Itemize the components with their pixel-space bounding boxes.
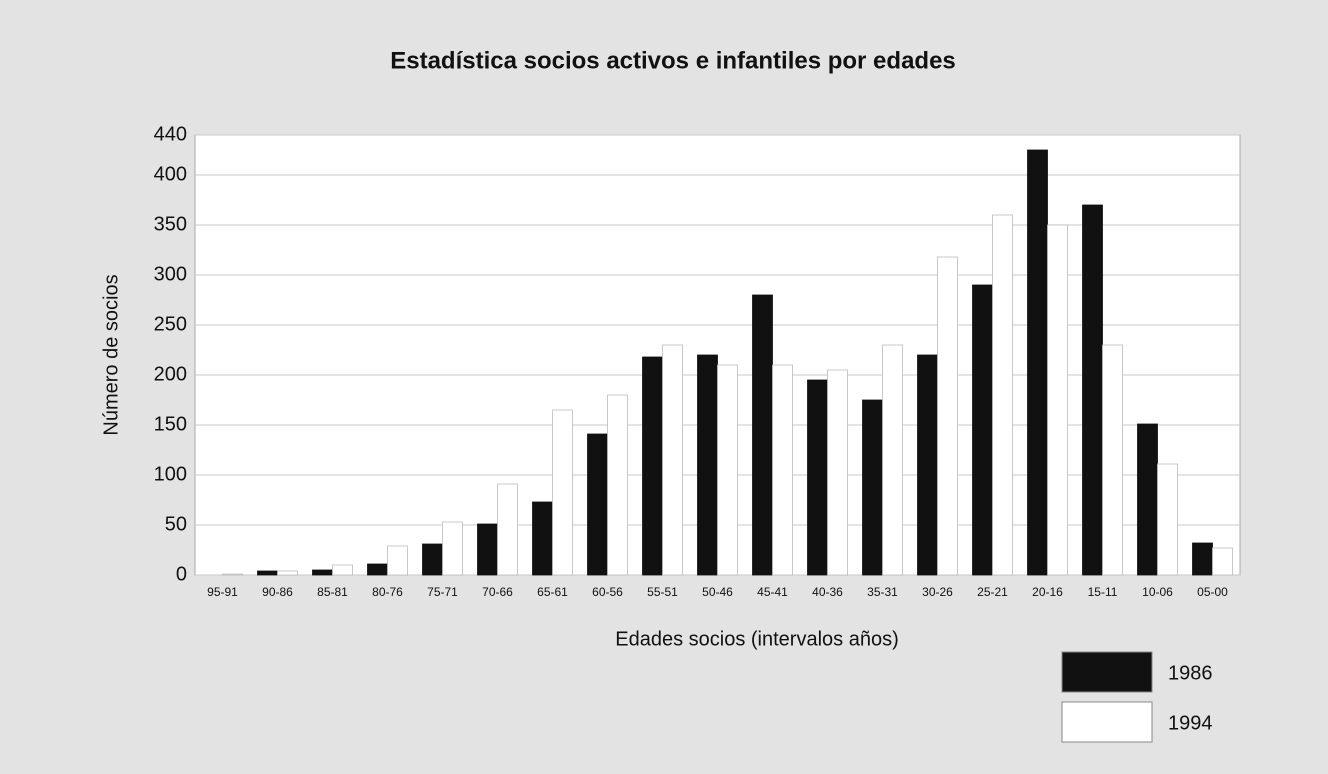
bar — [587, 433, 608, 576]
bar — [697, 354, 718, 576]
bar — [387, 545, 408, 576]
bar — [442, 521, 463, 576]
bar — [607, 394, 628, 576]
bar — [1137, 423, 1158, 576]
x-tick-label: 25-21 — [977, 585, 1008, 599]
y-tick-label: 0 — [176, 563, 187, 585]
bar — [552, 409, 573, 576]
bar — [1192, 542, 1213, 576]
y-tick-label: 150 — [154, 413, 187, 435]
y-tick-label: 300 — [154, 263, 187, 285]
bar — [1102, 344, 1123, 576]
bar — [312, 569, 333, 576]
bar — [257, 570, 278, 576]
y-axis-title: Número de socios — [100, 274, 122, 435]
bar — [367, 563, 388, 576]
x-tick-label: 15-11 — [1088, 585, 1118, 599]
x-tick-label: 80-76 — [372, 585, 403, 599]
x-tick-label: 50-46 — [702, 585, 733, 599]
bar — [862, 399, 883, 576]
bar — [772, 364, 793, 576]
bar — [807, 379, 828, 576]
x-tick-label: 35-31 — [867, 585, 898, 599]
chart-title: Estadística socios activos e infantiles … — [390, 47, 956, 74]
y-tick-label: 440 — [154, 123, 187, 145]
legend-swatch — [1061, 701, 1153, 743]
y-tick-label: 250 — [154, 313, 187, 335]
x-tick-label: 85-81 — [317, 585, 348, 599]
y-tick-label: 400 — [154, 163, 187, 185]
bar — [717, 364, 738, 576]
y-tick-label: 350 — [154, 213, 187, 235]
bar — [477, 523, 498, 576]
x-tick-label: 65-61 — [537, 585, 568, 599]
x-tick-label: 95-91 — [207, 585, 238, 599]
x-axis-title: Edades socios (intervalos años) — [615, 628, 898, 650]
legend-label: 1986 — [1168, 662, 1213, 684]
bar — [642, 356, 663, 576]
bar — [882, 344, 903, 576]
x-tick-label: 40-36 — [812, 585, 843, 599]
bar — [827, 369, 848, 576]
bar — [222, 573, 243, 576]
x-tick-label: 70-66 — [482, 585, 513, 599]
x-tick-label: 20-16 — [1032, 585, 1063, 599]
bar — [497, 483, 518, 576]
x-tick-label: 10-06 — [1142, 585, 1173, 599]
bar — [532, 501, 553, 576]
bar — [917, 354, 938, 576]
bar — [332, 564, 353, 576]
bar — [662, 344, 683, 576]
bar — [422, 543, 443, 576]
bar — [1157, 463, 1178, 576]
x-tick-label: 60-56 — [592, 585, 623, 599]
legend-label: 1994 — [1168, 712, 1213, 734]
bar — [1212, 547, 1233, 576]
x-tick-label: 75-71 — [427, 585, 458, 599]
bar — [972, 284, 993, 576]
y-tick-label: 100 — [154, 463, 187, 485]
x-tick-label: 55-51 — [647, 585, 678, 599]
bar — [1082, 204, 1103, 576]
x-tick-label: 30-26 — [922, 585, 953, 599]
bar — [1047, 224, 1068, 576]
x-tick-label: 90-86 — [262, 585, 293, 599]
bar — [752, 294, 773, 576]
bar — [1027, 149, 1048, 576]
y-tick-label: 200 — [154, 363, 187, 385]
bar — [937, 256, 958, 576]
x-tick-label: 05-00 — [1197, 585, 1228, 599]
x-tick-label: 45-41 — [757, 585, 788, 599]
bar — [992, 214, 1013, 576]
bar — [277, 570, 298, 576]
y-tick-label: 50 — [165, 513, 187, 535]
legend-swatch — [1061, 651, 1153, 693]
